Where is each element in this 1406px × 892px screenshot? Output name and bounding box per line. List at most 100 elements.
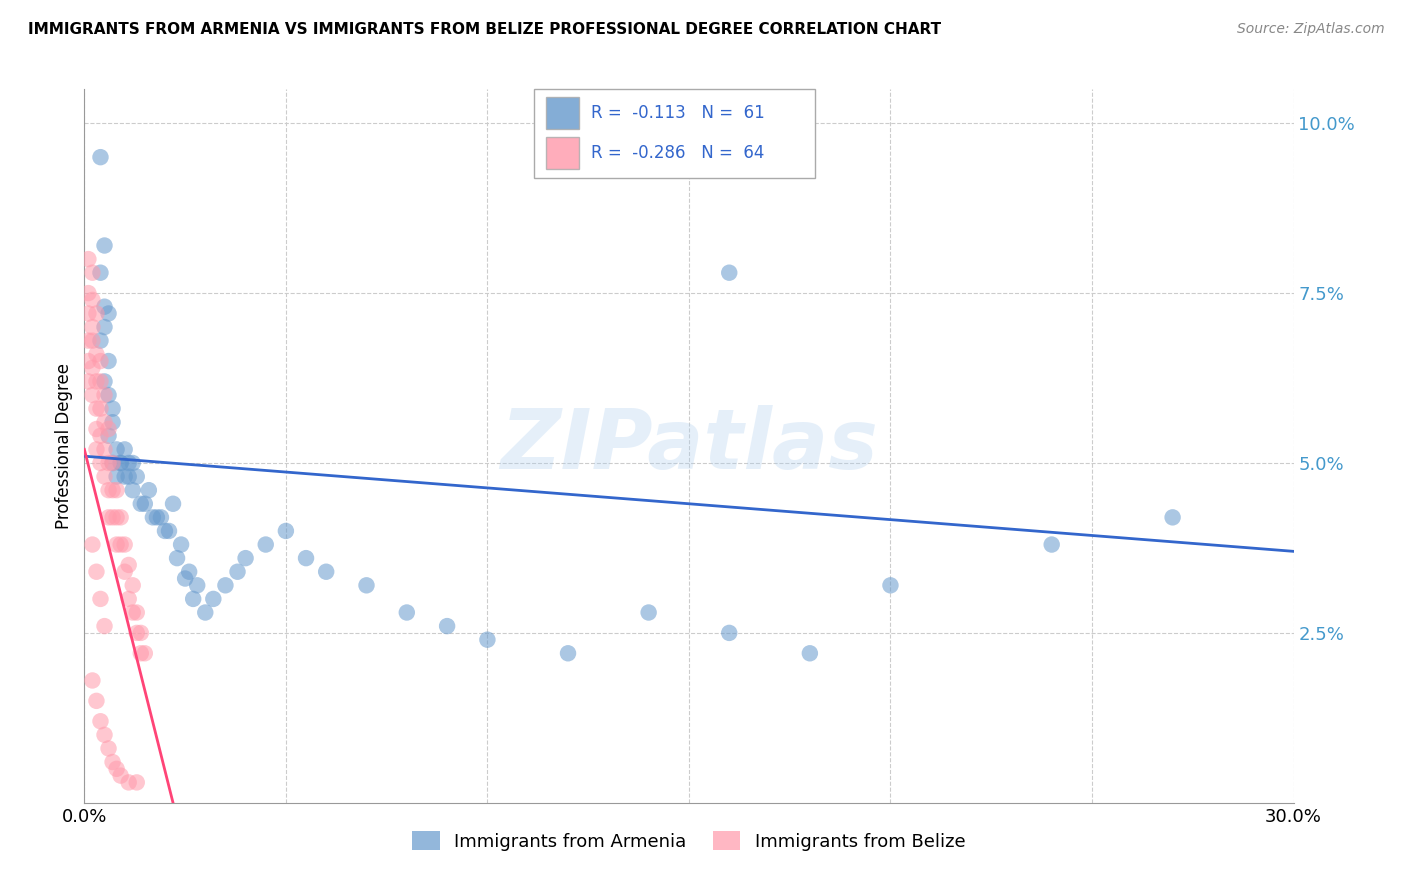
Point: [114, 565, 136, 579]
Point: [101, 456, 124, 470]
Point: [110, 510, 132, 524]
Point: [86, 422, 108, 436]
Point: [82, 266, 104, 280]
Point: [134, 646, 156, 660]
Point: [89, 375, 111, 389]
Point: [89, 334, 111, 348]
Point: [97, 388, 120, 402]
Point: [118, 558, 141, 572]
Point: [1040, 537, 1063, 551]
FancyBboxPatch shape: [546, 97, 579, 129]
Point: [274, 524, 297, 538]
Point: [118, 591, 141, 606]
Point: [97, 422, 120, 436]
Point: [77, 306, 100, 320]
Point: [179, 565, 201, 579]
Point: [166, 551, 188, 566]
Point: [93, 320, 115, 334]
Point: [82, 334, 104, 348]
Point: [142, 510, 165, 524]
Point: [101, 510, 124, 524]
Point: [395, 606, 418, 620]
Point: [557, 646, 579, 660]
Point: [89, 591, 111, 606]
Point: [186, 578, 208, 592]
Point: [129, 626, 152, 640]
Point: [214, 578, 236, 592]
Point: [86, 347, 108, 361]
Point: [114, 469, 136, 483]
Point: [110, 537, 132, 551]
Point: [134, 497, 156, 511]
Point: [82, 293, 104, 307]
Point: [121, 483, 143, 498]
Point: [93, 415, 115, 429]
Point: [162, 497, 184, 511]
FancyBboxPatch shape: [534, 89, 815, 178]
Point: [105, 442, 128, 457]
Point: [125, 606, 148, 620]
Point: [110, 456, 132, 470]
Point: [77, 286, 100, 301]
Point: [110, 769, 132, 783]
Point: [799, 646, 821, 660]
Point: [93, 728, 115, 742]
Point: [110, 456, 132, 470]
Point: [105, 537, 128, 551]
Point: [101, 401, 124, 416]
Point: [105, 469, 128, 483]
Point: [82, 320, 104, 334]
Point: [718, 266, 741, 280]
Point: [129, 497, 152, 511]
Point: [77, 252, 100, 266]
Point: [114, 442, 136, 457]
Point: [121, 456, 143, 470]
Point: [315, 565, 337, 579]
Text: R =  -0.286   N =  64: R = -0.286 N = 64: [591, 145, 763, 162]
Point: [86, 401, 108, 416]
Point: [89, 150, 111, 164]
Point: [93, 238, 115, 252]
Point: [146, 510, 169, 524]
Point: [82, 360, 104, 375]
Point: [89, 714, 111, 729]
Point: [235, 551, 257, 566]
Point: [97, 483, 120, 498]
Point: [170, 537, 193, 551]
Point: [89, 456, 111, 470]
Point: [254, 537, 277, 551]
Point: [101, 483, 124, 498]
Text: Source: ZipAtlas.com: Source: ZipAtlas.com: [1237, 22, 1385, 37]
Point: [194, 606, 217, 620]
FancyBboxPatch shape: [546, 137, 579, 169]
Point: [89, 429, 111, 443]
Point: [637, 606, 659, 620]
Point: [105, 762, 128, 776]
Point: [97, 510, 120, 524]
Point: [121, 606, 143, 620]
Point: [97, 456, 120, 470]
Point: [77, 354, 100, 368]
Point: [125, 775, 148, 789]
Point: [82, 388, 104, 402]
Point: [93, 469, 115, 483]
Point: [157, 524, 180, 538]
Point: [879, 578, 901, 592]
Point: [89, 266, 111, 280]
Point: [226, 565, 249, 579]
Point: [114, 537, 136, 551]
Point: [295, 551, 318, 566]
Point: [77, 334, 100, 348]
Legend: Immigrants from Armenia, Immigrants from Belize: Immigrants from Armenia, Immigrants from…: [405, 824, 973, 858]
Point: [356, 578, 378, 592]
Point: [86, 375, 108, 389]
Text: R =  -0.113   N =  61: R = -0.113 N = 61: [591, 104, 765, 122]
Point: [93, 442, 115, 457]
Point: [129, 646, 152, 660]
Point: [86, 442, 108, 457]
Point: [718, 626, 741, 640]
Point: [89, 401, 111, 416]
Point: [93, 619, 115, 633]
Point: [118, 469, 141, 483]
Point: [153, 524, 176, 538]
